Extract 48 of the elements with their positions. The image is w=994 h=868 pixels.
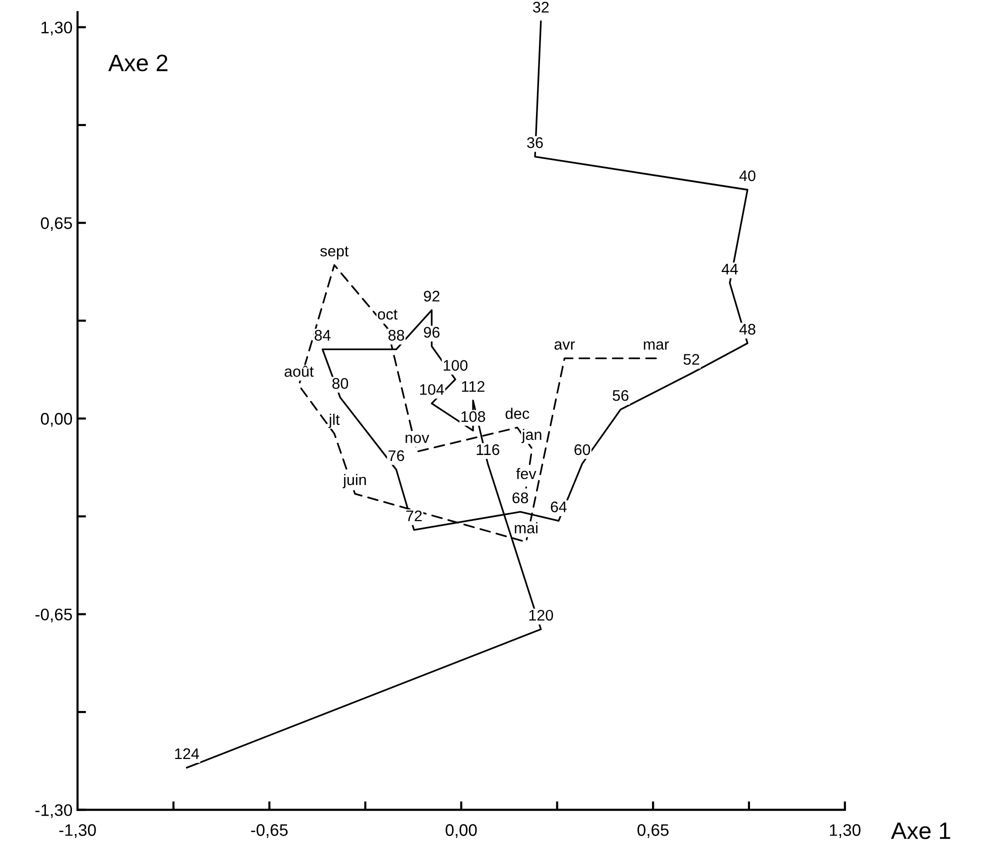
annotation: 36 xyxy=(527,137,543,148)
annotation: juin xyxy=(342,474,366,488)
annotation: dec xyxy=(506,408,530,419)
annotation: nov xyxy=(406,434,430,444)
annotation: 56 xyxy=(612,390,628,401)
annotation: 80 xyxy=(332,378,348,389)
annotation: 44 xyxy=(722,264,738,274)
x-tick-label: -1,30 xyxy=(59,824,96,838)
x-axis-title: Axe 1 xyxy=(890,822,950,840)
annotation: jan xyxy=(521,428,542,444)
annotation: 104 xyxy=(420,384,444,395)
annotation: 108 xyxy=(461,411,486,422)
x-tick-label: 1,30 xyxy=(830,824,860,838)
x-tick-label: 0,00 xyxy=(446,824,477,838)
annotation: 88 xyxy=(388,330,404,341)
annotation: mai xyxy=(514,522,538,534)
annotation: 32 xyxy=(532,2,549,13)
annotation: fev xyxy=(516,468,536,480)
annotation: 64 xyxy=(550,501,567,512)
annotation: 92 xyxy=(424,290,440,302)
y-tick-label: -1,30 xyxy=(35,804,72,818)
annotation: 72 xyxy=(406,510,422,522)
annotation: 76 xyxy=(388,450,404,462)
y-tick-label: 0,00 xyxy=(40,412,72,427)
annotation: 60 xyxy=(574,444,590,456)
y-tick-label: 1,30 xyxy=(42,22,72,36)
annotation: mar xyxy=(644,341,669,350)
annotation: 112 xyxy=(462,381,484,392)
annotation: avr xyxy=(554,341,575,350)
annotation: 124 xyxy=(175,748,200,759)
annotation: 84 xyxy=(314,330,331,341)
y-tick-label: -0,65 xyxy=(35,608,72,622)
y-axis-title: Axe 2 xyxy=(108,54,168,72)
x-tick-label: -0,65 xyxy=(251,824,288,838)
annotation: 52 xyxy=(684,354,700,365)
annotation: août xyxy=(284,366,314,377)
annotation: oct xyxy=(378,310,398,320)
x-tick-label: 0,65 xyxy=(637,824,669,838)
annotation: 120 xyxy=(529,610,554,621)
annotation: 116 xyxy=(476,444,500,456)
annotation: 100 xyxy=(444,360,468,371)
annotation: 68 xyxy=(512,492,528,504)
annotation: jlt xyxy=(328,414,340,428)
annotation: 96 xyxy=(424,326,440,338)
annotation: sept xyxy=(320,246,349,260)
annotation: 40 xyxy=(739,170,756,182)
annotation: 48 xyxy=(739,324,756,335)
y-tick-label: 0,65 xyxy=(40,217,72,232)
